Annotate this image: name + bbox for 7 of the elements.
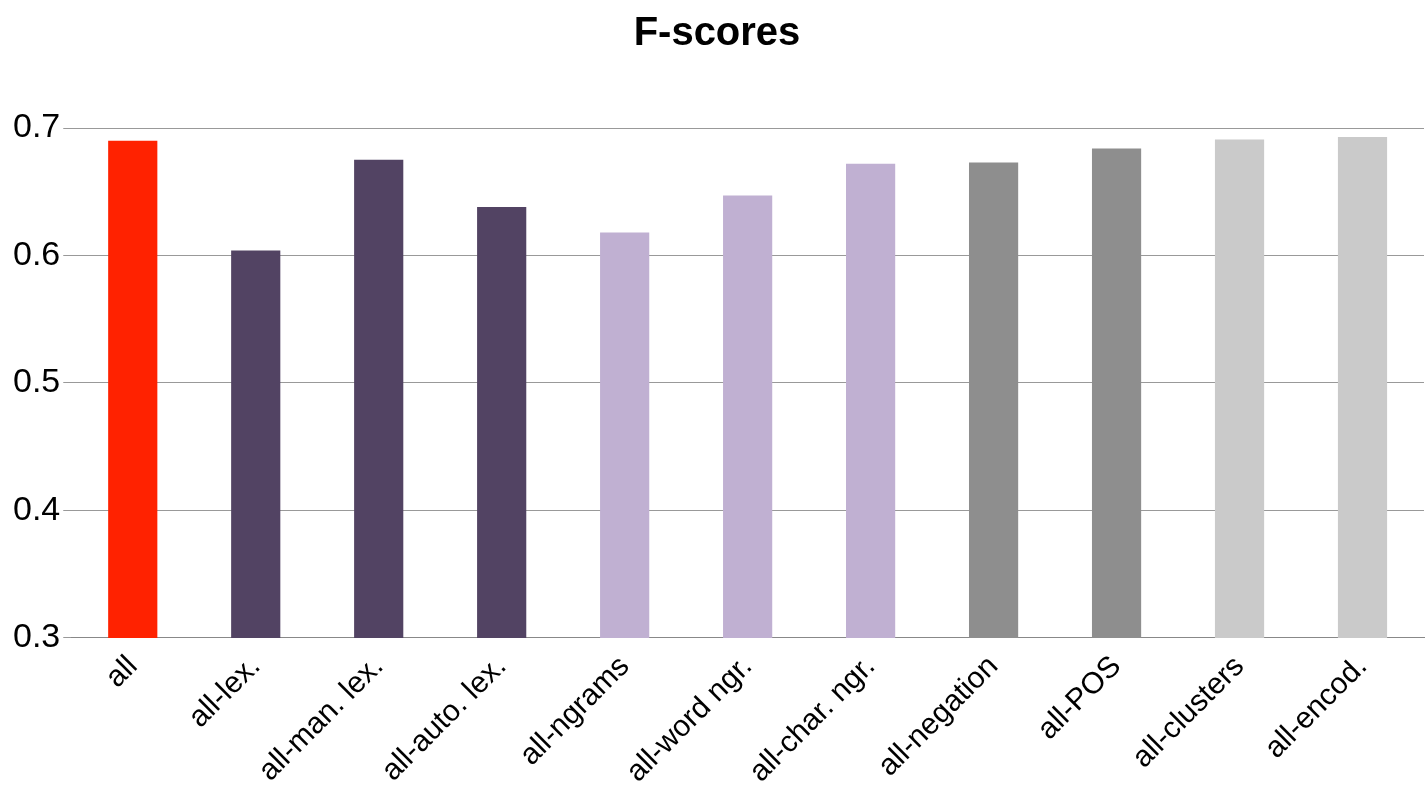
y-tick-label: 0.5 [13,361,61,400]
x-tick-label: all [98,648,143,694]
y-tick-label: 0.3 [13,616,61,655]
chart-title: F-scores [633,9,801,54]
y-tick-label: 0.4 [13,488,61,527]
y-tick-label: 0.6 [13,233,61,272]
y-tick-label: 0.7 [13,106,61,145]
